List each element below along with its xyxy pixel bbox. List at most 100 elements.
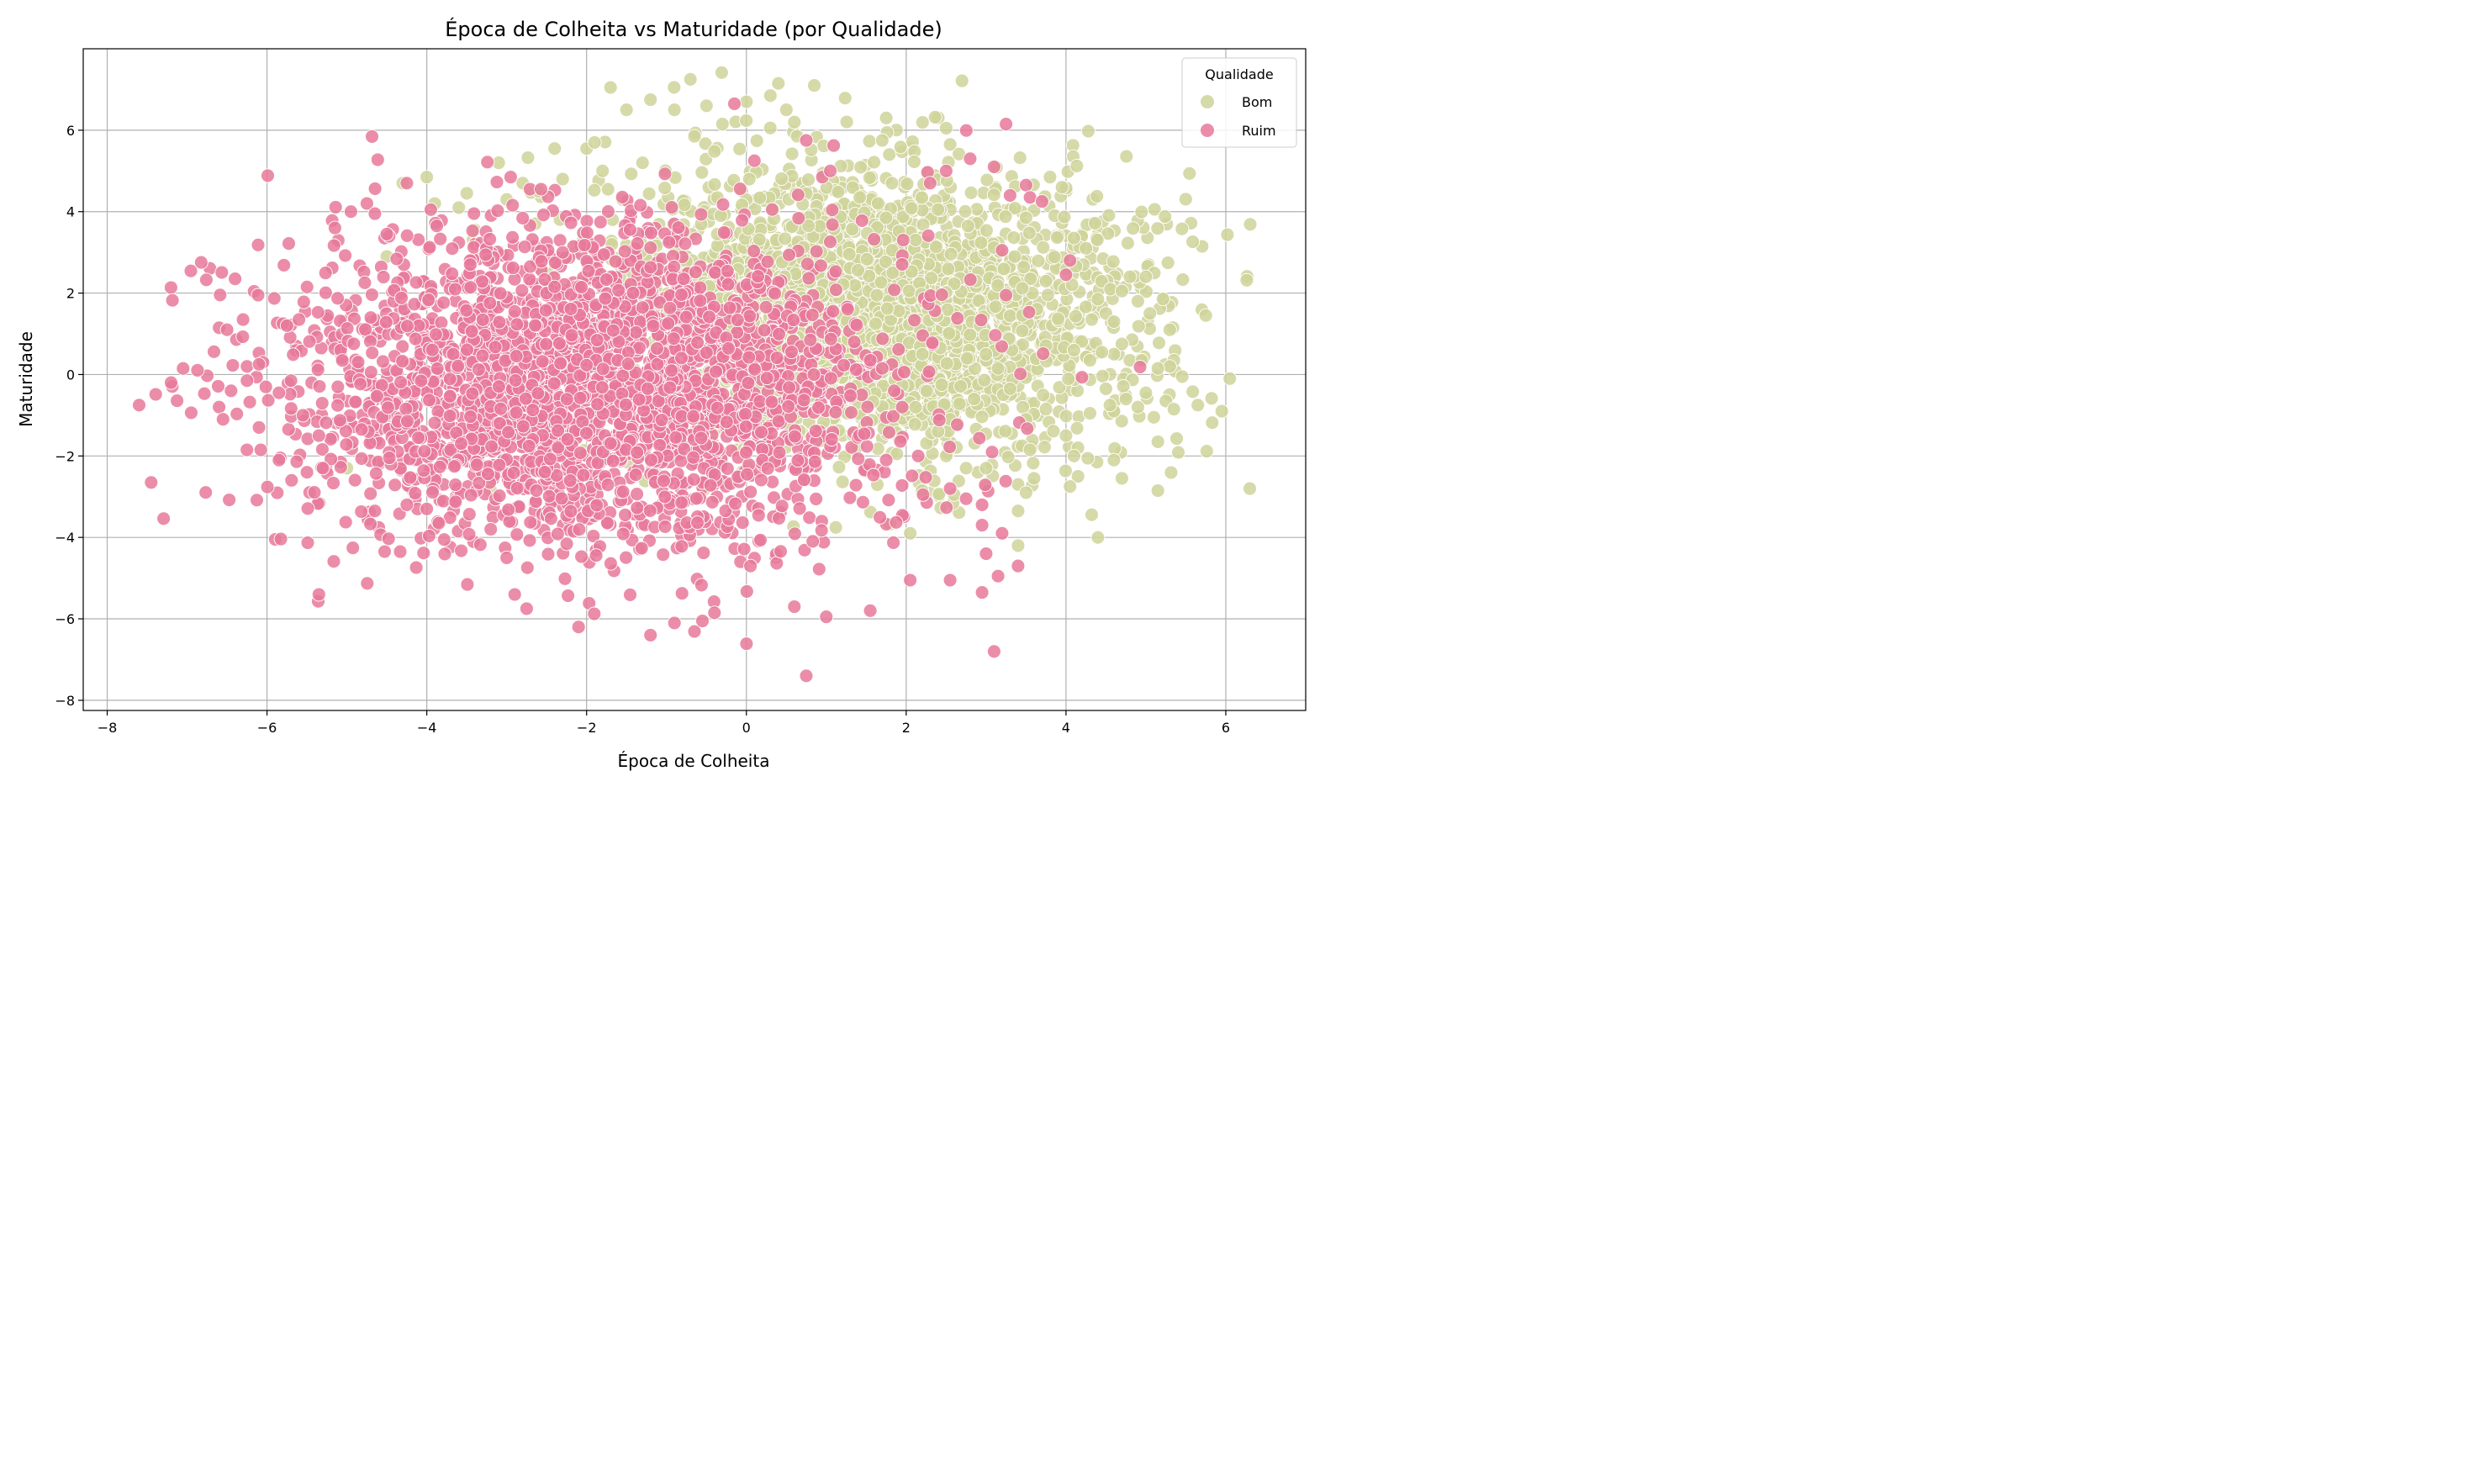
point-ruim (354, 451, 369, 466)
point-bom (831, 184, 846, 199)
point-bom (845, 180, 860, 195)
point-bom (1094, 274, 1109, 288)
point-bom (1000, 450, 1016, 464)
point-bom (1051, 311, 1065, 326)
point-ruim (895, 233, 911, 247)
point-bom (739, 113, 754, 128)
point-bom (1220, 227, 1235, 242)
point-bom (677, 198, 692, 213)
point-ruim (657, 166, 673, 182)
point-bom (1169, 431, 1184, 446)
point-bom (1036, 240, 1051, 255)
point-bom (1106, 254, 1121, 269)
point-bom (862, 134, 877, 149)
point-bom (801, 219, 816, 234)
point-ruim (552, 233, 568, 248)
point-ruim (615, 484, 631, 499)
point-ruim (422, 240, 437, 255)
point-bom (1239, 272, 1254, 288)
point-bom (924, 271, 939, 286)
point-bom (1022, 225, 1037, 240)
point-bom (942, 325, 957, 341)
point-bom (1090, 232, 1105, 247)
point-ruim (587, 606, 602, 621)
point-bom (774, 172, 789, 186)
point-bom (1018, 210, 1033, 225)
point-ruim (489, 175, 504, 189)
point-ruim (743, 484, 758, 499)
point-ruim (421, 528, 436, 543)
point-bom (958, 203, 973, 219)
point-bom (904, 201, 919, 216)
point-bom (587, 135, 602, 150)
point-bom (1022, 442, 1037, 457)
point-bom (893, 140, 908, 155)
point-bom (595, 163, 610, 178)
point-ruim (250, 493, 264, 508)
point-ruim (586, 529, 601, 543)
point-ruim (985, 445, 1000, 460)
point-bom (845, 222, 860, 237)
point-bom (903, 525, 918, 541)
point-ruim (207, 344, 221, 359)
point-ruim (891, 342, 906, 357)
point-bom (1185, 384, 1201, 399)
point-ruim (867, 232, 882, 247)
point-ruim (261, 393, 276, 408)
point-ruim (490, 203, 505, 219)
point-bom (1106, 314, 1122, 329)
point-ruim (330, 291, 346, 306)
point-bom (1061, 372, 1076, 387)
point-bom (1205, 415, 1220, 430)
point-ruim (886, 535, 901, 550)
point-ruim (842, 490, 858, 505)
point-bom (784, 146, 800, 161)
point-bom (1138, 385, 1154, 400)
point-ruim (370, 152, 385, 167)
point-ruim (860, 399, 875, 415)
point-bom (1114, 414, 1129, 429)
point-bom (1015, 324, 1030, 338)
point-bom (1204, 391, 1219, 406)
point-bom (714, 65, 729, 80)
point-bom (1063, 479, 1078, 494)
point-ruim (469, 457, 484, 473)
point-ruim (541, 489, 557, 504)
point-bom (1080, 124, 1096, 139)
point-bom (1082, 406, 1097, 420)
point-bom (977, 372, 992, 388)
point-bom (998, 209, 1013, 224)
point-ruim (281, 422, 296, 437)
point-bom (801, 172, 816, 187)
point-bom (1150, 434, 1165, 449)
point-bom (1116, 379, 1131, 393)
point-ruim (505, 230, 520, 245)
point-ruim (813, 258, 828, 273)
point-ruim (784, 345, 799, 360)
point-bom (1007, 249, 1022, 264)
point-bom (1158, 209, 1173, 224)
point-bom (1047, 250, 1062, 265)
point-ruim (357, 275, 372, 290)
point-ruim (828, 283, 843, 298)
point-bom (547, 141, 562, 156)
point-bom (1080, 451, 1096, 466)
point-ruim (769, 556, 784, 571)
point-ruim (809, 244, 824, 259)
point-ruim (608, 254, 623, 269)
point-ruim (442, 388, 457, 404)
point-bom (1118, 392, 1133, 406)
point-bom (739, 94, 754, 109)
point-bom (699, 98, 714, 114)
point-ruim (615, 189, 630, 204)
point-ruim (422, 393, 437, 408)
point-ruim (318, 285, 333, 300)
point-bom (998, 424, 1013, 439)
point-bom (1130, 293, 1145, 309)
point-ruim (183, 405, 198, 420)
point-ruim (686, 472, 701, 487)
point-ruim (222, 493, 237, 507)
point-ruim (1013, 367, 1028, 382)
point-bom (942, 137, 958, 152)
point-bom (1095, 368, 1110, 383)
